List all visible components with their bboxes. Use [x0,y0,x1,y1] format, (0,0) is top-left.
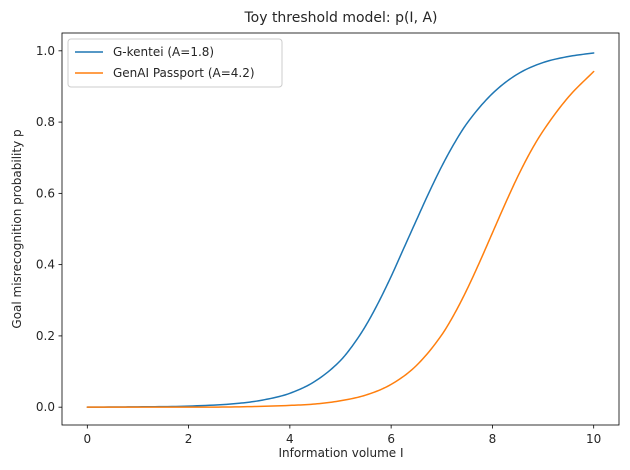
legend-label-g-kentei: G-kentei (A=1.8) [113,45,214,59]
x-tick-label: 8 [489,432,497,446]
series-lines [86,52,595,408]
y-tick-label: 0.0 [36,400,55,414]
x-tick-label: 6 [387,432,395,446]
legend-label-genai-passport: GenAI Passport (A=4.2) [113,66,255,80]
x-tick-label: 0 [83,432,91,446]
y-tick-label: 0.2 [36,329,55,343]
x-tick-label: 10 [586,432,601,446]
x-axis-ticks: 0 2 4 6 8 10 [83,425,601,446]
y-tick-label: 0.4 [36,258,55,272]
legend: G-kentei (A=1.8) GenAI Passport (A=4.2) [67,38,283,88]
y-tick-label: 0.8 [36,115,55,129]
x-axis-label: Information volume I [278,446,403,460]
y-axis-label: Goal misrecognition probability p [10,129,24,328]
x-tick-label: 2 [185,432,193,446]
y-tick-label: 1.0 [36,44,55,58]
plot-area-frame [61,32,620,426]
series-line-1 [86,70,595,408]
y-tick-label: 0.6 [36,186,55,200]
x-tick-label: 4 [286,432,294,446]
legend-box [67,38,283,88]
chart-title: Toy threshold model: p(I, A) [243,10,437,26]
y-axis-ticks: 0.0 0.2 0.4 0.6 0.8 1.0 [36,44,62,414]
series-line-0 [86,52,595,408]
